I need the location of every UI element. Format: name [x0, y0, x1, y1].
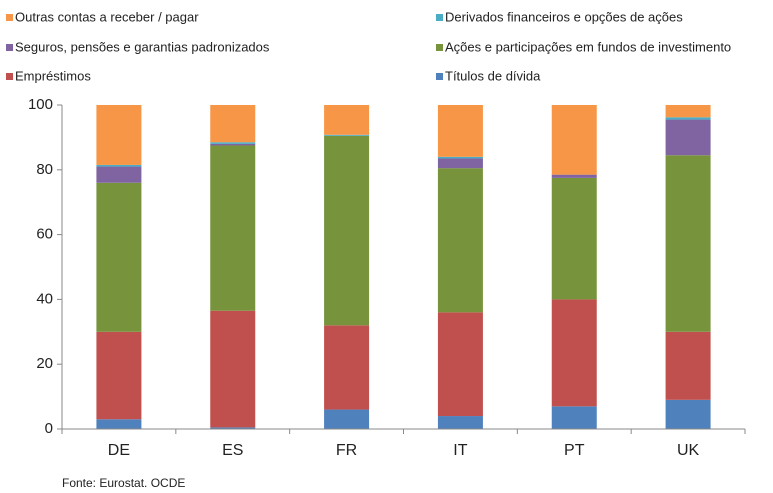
- legend-swatch: [6, 73, 13, 80]
- bar-segment: [551, 299, 597, 407]
- bar-segment: [324, 325, 370, 410]
- bar-segment: [665, 105, 711, 118]
- bar-segment: [551, 177, 597, 300]
- bar-segment: [437, 416, 483, 429]
- bar-segment: [210, 310, 256, 428]
- bar-segment: [665, 155, 711, 332]
- bar-segment: [665, 117, 711, 120]
- bar-segment: [437, 156, 483, 159]
- x-tick-label: DE: [108, 442, 130, 459]
- legend-swatch: [436, 14, 443, 21]
- legend-label: Seguros, pensões e garantias padronizado…: [15, 39, 270, 54]
- bar-segment: [210, 427, 256, 429]
- bar-segment: [551, 105, 597, 175]
- y-tick-label: 100: [28, 96, 53, 113]
- bar-segment: [437, 312, 483, 417]
- bar-segment: [551, 174, 597, 178]
- source: Fonte: Eurostat. OCDE: [62, 476, 185, 490]
- legend-swatch: [6, 44, 13, 51]
- bar-segment: [96, 164, 142, 167]
- bar-segment: [551, 406, 597, 429]
- y-tick-label: 0: [45, 420, 53, 437]
- bar-segment: [437, 105, 483, 157]
- bar-segment: [210, 105, 256, 143]
- bar-segment: [324, 409, 370, 429]
- y-tick-label: 20: [36, 355, 53, 372]
- y-tick-label: 60: [36, 226, 53, 243]
- bar-segment: [210, 142, 256, 144]
- bar-segment: [437, 158, 483, 169]
- bar-segment: [96, 166, 142, 183]
- x-tick-label: PT: [564, 442, 585, 459]
- legend-label: Derivados financeiros e opções de ações: [445, 9, 683, 24]
- bar-segment: [324, 105, 370, 135]
- y-tick-label: 40: [36, 290, 53, 307]
- bar-segment: [96, 419, 142, 429]
- legend-label: Empréstimos: [15, 68, 91, 83]
- legend-label: Outras contas a receber / pagar: [15, 9, 199, 24]
- x-tick-label: FR: [336, 442, 357, 459]
- legend-label: Títulos de dívida: [445, 68, 541, 83]
- y-tick-label: 80: [36, 161, 53, 178]
- legend-swatch: [6, 14, 13, 21]
- legend-swatch: [436, 44, 443, 51]
- bar-segment: [96, 182, 142, 332]
- bar-segment: [665, 119, 711, 156]
- bar-segment: [96, 331, 142, 420]
- legend-label: Ações e participações em fundos de inves…: [445, 39, 731, 54]
- x-tick-label: UK: [677, 442, 700, 459]
- bar-segment: [665, 399, 711, 429]
- bar-segment: [324, 135, 370, 326]
- x-tick-label: ES: [222, 442, 243, 459]
- x-tick-label: IT: [453, 442, 467, 459]
- bar-segment: [96, 105, 142, 165]
- legend-swatch: [436, 73, 443, 80]
- bar-segment: [210, 145, 256, 311]
- bar-segment: [437, 168, 483, 313]
- bar-segment: [665, 331, 711, 400]
- bar-segment: [210, 143, 256, 146]
- bar-segment: [324, 134, 370, 136]
